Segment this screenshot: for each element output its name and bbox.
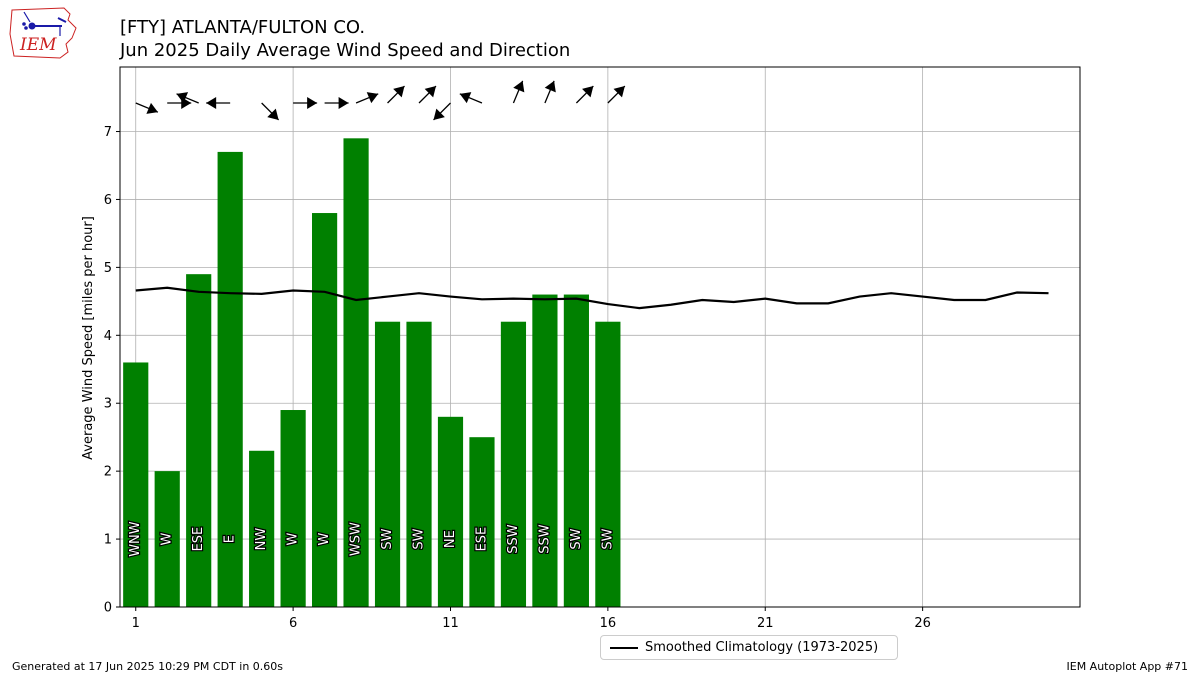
wind-arrow	[387, 85, 405, 104]
wind-arrow-head	[459, 92, 472, 104]
wind-arrow-head	[176, 92, 189, 104]
x-tick-label: 11	[442, 616, 459, 631]
direction-label: SW	[412, 528, 427, 549]
weather-station-icon	[22, 11, 67, 36]
wind-speed-bar	[532, 294, 558, 607]
x-tick-label: 16	[600, 616, 617, 631]
legend: Smoothed Climatology (1973-2025)	[600, 635, 898, 660]
direction-label: E	[223, 535, 238, 543]
direction-label: SW	[380, 528, 395, 549]
wind-arrow	[607, 85, 626, 104]
direction-labels: WNW W ESE E NW W W WSW SW SW NE ESE SSW SSW SW SW	[127, 520, 617, 558]
logo-text: IEM	[19, 35, 57, 55]
direction-label: W	[286, 533, 301, 546]
wind-direction-arrows	[135, 80, 626, 121]
legend-label: Smoothed Climatology (1973-2025)	[645, 640, 879, 655]
direction-label: ESE	[191, 527, 206, 552]
y-tick-label: 6	[104, 193, 112, 208]
x-tick-label: 26	[914, 616, 931, 631]
wind-arrow	[544, 80, 556, 104]
wind-speed-bar	[249, 450, 275, 607]
direction-label: NW	[254, 528, 269, 551]
wind-arrow-head	[544, 80, 556, 93]
iem-logo: IEM	[9, 7, 77, 59]
wind-arrow	[176, 92, 199, 104]
y-axis-label: Average Wind Speed [miles per hour]	[81, 216, 96, 460]
direction-label: ESE	[474, 527, 489, 552]
wind-arrow-head	[393, 86, 405, 98]
wind-arrow-head	[267, 108, 279, 120]
direction-label: SW	[600, 528, 615, 549]
y-tick-label: 0	[104, 601, 112, 616]
direction-label: W	[317, 533, 332, 546]
y-axis-ticks: 0 1 2 3 4 5 6 7	[104, 125, 120, 616]
wind-arrow-head	[366, 92, 379, 104]
chart-subtitle: Jun 2025 Daily Average Wind Speed and Di…	[120, 40, 571, 61]
wind-speed-bar	[186, 274, 212, 607]
wind-speed-bar	[469, 437, 495, 607]
wind-arrow	[418, 85, 437, 104]
legend-line-swatch	[610, 647, 638, 649]
direction-label: SW	[569, 528, 584, 549]
wind-arrow	[135, 102, 159, 114]
wind-arrow	[459, 92, 483, 104]
wind-arrow-head	[613, 86, 625, 98]
wind-arrow	[293, 97, 318, 109]
bar-series	[123, 138, 621, 608]
wind-arrow-head	[582, 86, 594, 98]
wind-arrow	[512, 80, 525, 104]
direction-label: SSW	[537, 524, 552, 554]
climatology-line	[135, 286, 1049, 310]
x-tick-label: 6	[289, 616, 297, 631]
direction-label: WSW	[349, 522, 364, 556]
wind-arrow	[261, 102, 280, 121]
app-identifier: IEM Autoplot App #71	[1066, 660, 1189, 673]
wind-speed-bar	[343, 138, 369, 608]
wind-arrow-head	[146, 102, 158, 114]
wind-arrow	[206, 97, 231, 109]
wind-arrow	[324, 97, 349, 109]
wind-speed-bar	[154, 471, 180, 607]
chart-title: [FTY] ATLANTA/FULTON CO.	[120, 17, 366, 38]
wind-arrow-head	[513, 80, 525, 93]
x-tick-label: 1	[132, 616, 140, 631]
wind-arrow-head	[307, 97, 318, 109]
y-tick-label: 5	[104, 261, 112, 276]
wind-arrow-head	[424, 86, 436, 98]
wind-arrow	[433, 102, 451, 121]
wind-speed-bar	[563, 294, 589, 607]
wind-arrow-head	[338, 97, 349, 109]
direction-label: NE	[443, 530, 458, 548]
wind-arrow	[355, 92, 379, 104]
wind-speed-bar	[312, 213, 338, 608]
wind-speed-bar	[406, 321, 432, 607]
x-axis-ticks: 1 6 11 16 21 26	[132, 607, 931, 631]
y-tick-label: 2	[104, 465, 112, 480]
plot-frame	[119, 66, 1081, 608]
wind-speed-bar	[217, 151, 243, 608]
wind-speed-bar	[500, 321, 527, 607]
direction-label: W	[160, 533, 175, 546]
y-tick-label: 3	[104, 397, 112, 412]
iowa-state-outline-icon	[9, 7, 77, 59]
direction-label: WNW	[128, 521, 143, 557]
y-tick-label: 4	[104, 329, 112, 344]
wind-speed-bar	[595, 321, 621, 607]
wind-arrow-head	[206, 97, 217, 109]
generated-timestamp: Generated at 17 Jun 2025 10:29 PM CDT in…	[12, 660, 284, 673]
y-tick-label: 1	[104, 533, 112, 548]
y-tick-label: 7	[104, 125, 112, 140]
wind-speed-bar	[123, 362, 149, 607]
wind-speed-bar	[280, 410, 306, 607]
climatology-series	[135, 286, 1049, 310]
x-tick-label: 21	[757, 616, 774, 631]
wind-arrow	[575, 85, 594, 104]
direction-label: SSW	[506, 524, 521, 554]
wind-speed-bar	[437, 416, 464, 607]
wind-speed-bar	[374, 321, 401, 607]
wind-arrow-head	[433, 108, 445, 120]
